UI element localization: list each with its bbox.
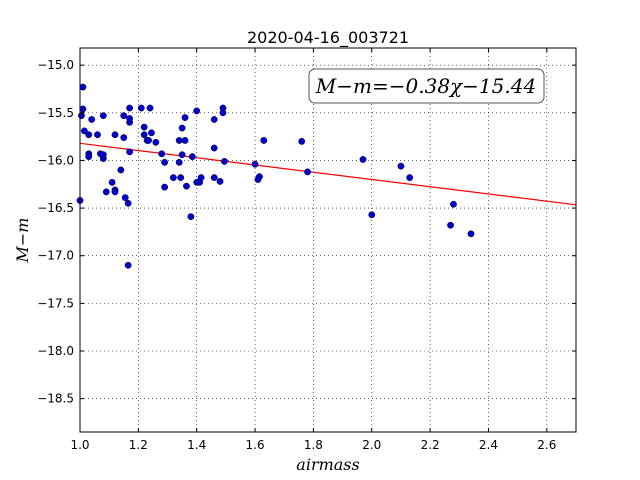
data-point: [304, 168, 311, 176]
data-point: [447, 221, 454, 229]
x-tick-label: 2.6: [537, 438, 556, 452]
fit-annotation: M−m=−0.38χ−15.44: [308, 68, 545, 104]
data-point: [121, 194, 129, 201]
data-point: [158, 150, 166, 158]
data-point: [120, 112, 128, 120]
y-tick-label: −18.0: [37, 344, 74, 358]
data-point: [124, 199, 132, 207]
data-point: [126, 115, 134, 122]
data-point: [256, 173, 263, 181]
data-point: [210, 174, 218, 181]
data-point: [260, 137, 268, 144]
data-point: [78, 112, 85, 120]
data-point: [193, 107, 201, 115]
data-point: [137, 104, 145, 112]
x-tick-label: 1.2: [129, 438, 148, 452]
plot-frame: [79, 47, 577, 433]
data-point: [140, 123, 148, 131]
data-point: [126, 104, 134, 112]
data-point: [80, 127, 88, 135]
x-tick-label: 1.6: [246, 438, 265, 452]
y-tick-label: −16.5: [37, 201, 74, 215]
data-point: [183, 182, 190, 190]
x-tick-label: 2.4: [479, 438, 498, 452]
data-point: [126, 148, 134, 156]
data-point: [99, 151, 107, 159]
x-tick-label: 1.0: [70, 438, 89, 452]
y-tick-labels: −15.0 −15.5 −16.0 −16.5 −17.0 −17.5 −18.0 −18.5: [37, 58, 74, 405]
data-point: [79, 83, 87, 91]
data-point: [177, 174, 185, 181]
data-point: [161, 158, 169, 166]
data-point: [85, 153, 93, 161]
annotation-text: M−m=−0.38χ−15.44: [315, 74, 536, 98]
data-point: [210, 144, 218, 152]
data-point: [120, 134, 128, 141]
y-tick-label: −15.5: [37, 106, 74, 120]
data-point: [111, 131, 119, 139]
data-point: [397, 162, 405, 170]
y-tick-label: −17.0: [37, 249, 74, 263]
data-point: [88, 116, 96, 123]
y-tick-label: −17.5: [37, 296, 74, 310]
data-point: [124, 261, 132, 269]
data-point: [368, 211, 376, 219]
data-point: [467, 230, 475, 238]
data-point: [181, 114, 189, 121]
data-point: [210, 116, 218, 123]
data-point: [85, 131, 93, 139]
x-tick-label: 1.8: [304, 438, 323, 452]
data-point: [161, 183, 169, 191]
chart-title: 2020-04-16_003721: [247, 28, 409, 48]
data-point: [181, 137, 189, 144]
y-axis-label: M−m: [13, 218, 32, 264]
data-point: [406, 174, 414, 181]
data-point: [140, 131, 148, 139]
data-point: [359, 156, 367, 163]
data-point: [298, 137, 306, 145]
data-point: [79, 105, 87, 113]
data-point: [450, 200, 457, 208]
x-tick-label: 2.0: [362, 438, 381, 452]
data-point: [108, 178, 116, 186]
x-tick-labels: 1.0 1.2 1.4 1.6 1.8 2.0 2.2 2.4 2.6: [70, 438, 556, 452]
data-point: [175, 158, 183, 166]
data-point: [175, 137, 183, 144]
data-point: [197, 174, 205, 181]
data-point: [187, 213, 195, 221]
x-tick-label: 1.4: [187, 438, 206, 452]
data-point: [221, 157, 228, 165]
data-point: [216, 177, 224, 185]
data-point: [219, 109, 227, 117]
y-tick-label: −15.0: [37, 58, 74, 72]
data-point: [99, 112, 107, 120]
axis-ticks: [79, 48, 576, 432]
data-point: [178, 124, 186, 132]
data-point: [94, 131, 101, 139]
y-tick-label: −16.0: [37, 153, 74, 167]
data-point: [111, 188, 119, 196]
data-point: [178, 151, 186, 159]
data-point: [102, 188, 110, 196]
data-point: [117, 166, 125, 174]
data-point: [146, 104, 154, 112]
annotation-box: [308, 68, 545, 104]
y-tick-label: −18.5: [37, 392, 74, 406]
x-axis-label: airmass: [296, 455, 359, 474]
data-point: [169, 174, 177, 181]
data-point: [152, 138, 160, 146]
data-point: [251, 160, 259, 168]
data-point: [145, 137, 152, 144]
data-point: [188, 153, 196, 161]
data-point: [148, 129, 155, 137]
x-tick-label: 2.2: [421, 438, 440, 452]
